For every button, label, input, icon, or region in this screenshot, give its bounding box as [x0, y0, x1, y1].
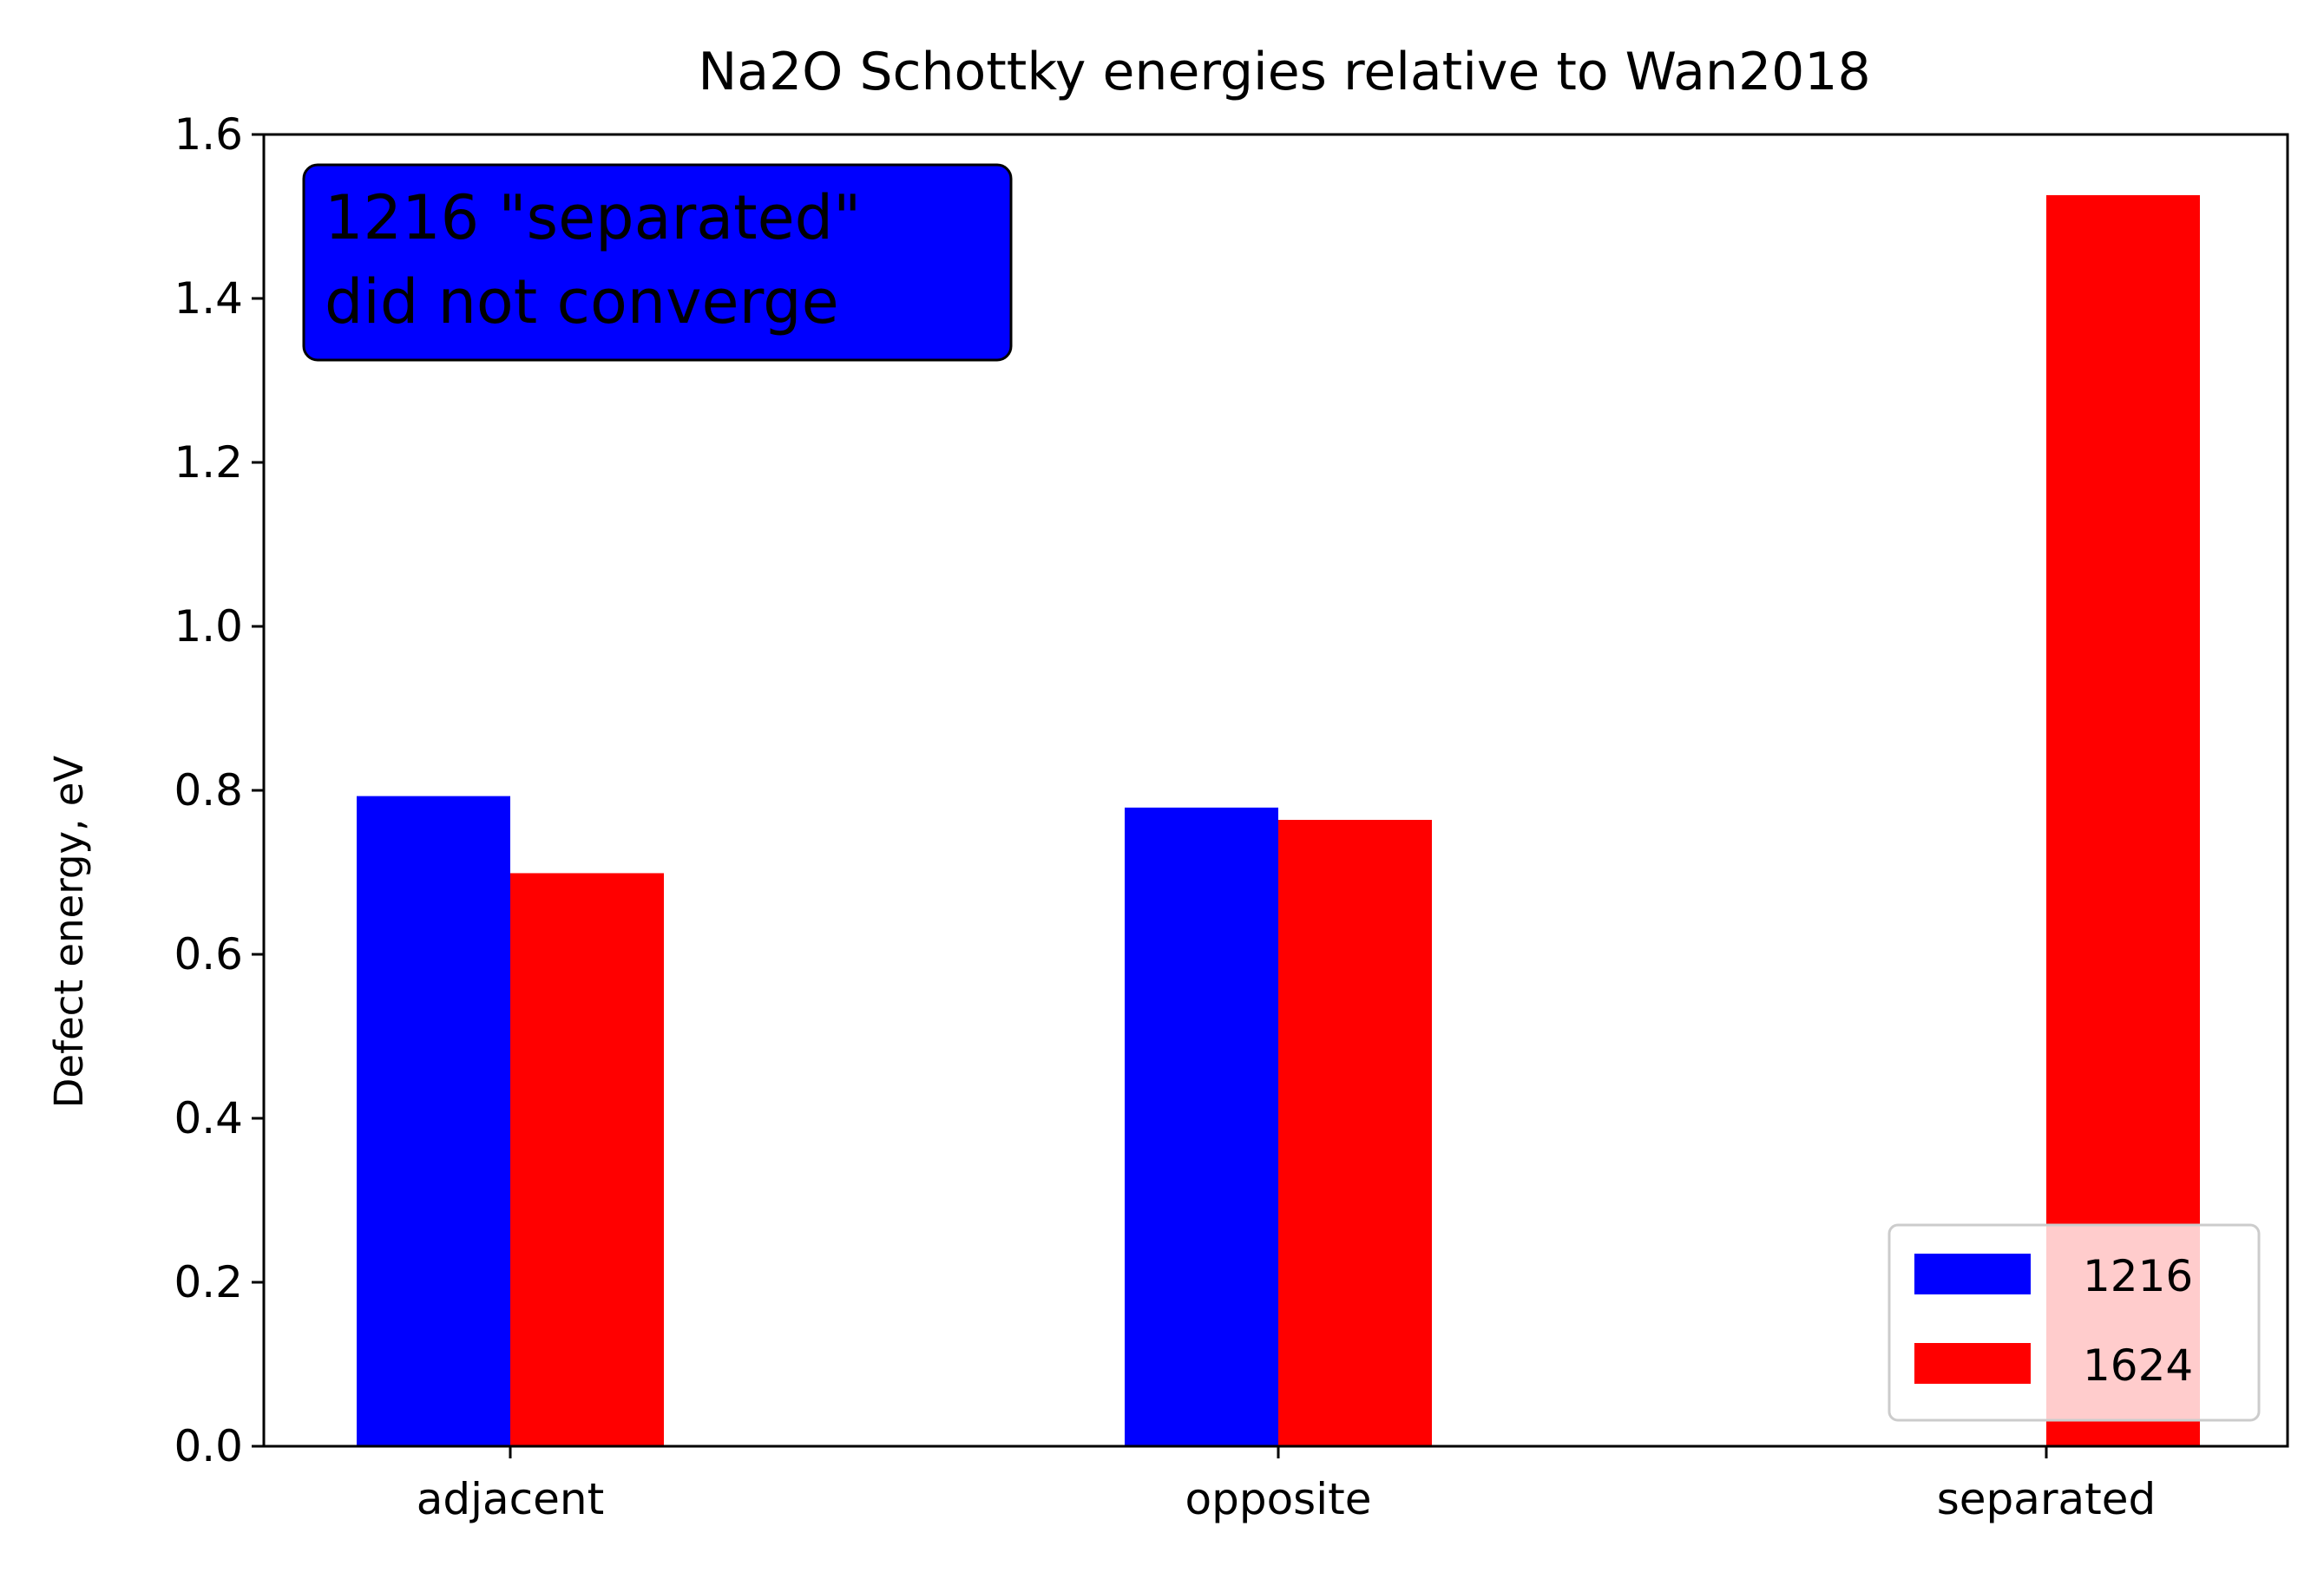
legend-label-1216: 1216 [2083, 1251, 2193, 1301]
bar-1216-adjacent [357, 796, 510, 1446]
legend: 1216 1624 [1887, 1223, 2261, 1422]
bars-group [357, 194, 2200, 1447]
x-tick-label-separated: separated [1937, 1474, 2157, 1524]
y-tick-label: 1.0 [174, 601, 243, 652]
x-axis-ticks: adjacent opposite separated [417, 1446, 2156, 1524]
bar-1216-opposite [1125, 807, 1278, 1446]
legend-label-1624: 1624 [2083, 1340, 2193, 1391]
y-tick-label: 0.8 [174, 765, 243, 816]
plot-area-frame [262, 133, 2289, 1448]
chart-title: Na2O Schottky energies relative to Wan20… [698, 42, 1870, 102]
y-tick-label: 1.4 [174, 273, 243, 324]
y-tick-label: 1.2 [174, 437, 243, 488]
legend-swatch-1216 [1914, 1254, 2031, 1294]
annotation-line-1: 1216 "separated" [325, 182, 861, 253]
bar-1624-adjacent [510, 873, 664, 1446]
annotation-line-2: did not converge [325, 266, 839, 337]
y-tick-label: 1.6 [174, 109, 243, 160]
y-tick-label: 0.6 [174, 929, 243, 979]
y-tick-label: 0.0 [174, 1421, 243, 1471]
y-axis-ticks: 0.0 0.2 0.4 0.6 0.8 1.0 1.2 1.4 1.6 [174, 109, 264, 1471]
y-tick-label: 0.4 [174, 1093, 243, 1143]
legend-swatch-1624 [1914, 1343, 2031, 1384]
annotation-box: 1216 "separated" did not converge [302, 163, 1013, 362]
bar-1624-opposite [1278, 820, 1432, 1446]
x-tick-label-adjacent: adjacent [417, 1474, 604, 1524]
annotation-background [302, 163, 1013, 362]
y-tick-label: 0.2 [174, 1257, 243, 1307]
y-axis-label: Defect energy, eV [46, 756, 92, 1109]
x-tick-label-opposite: opposite [1185, 1474, 1372, 1524]
